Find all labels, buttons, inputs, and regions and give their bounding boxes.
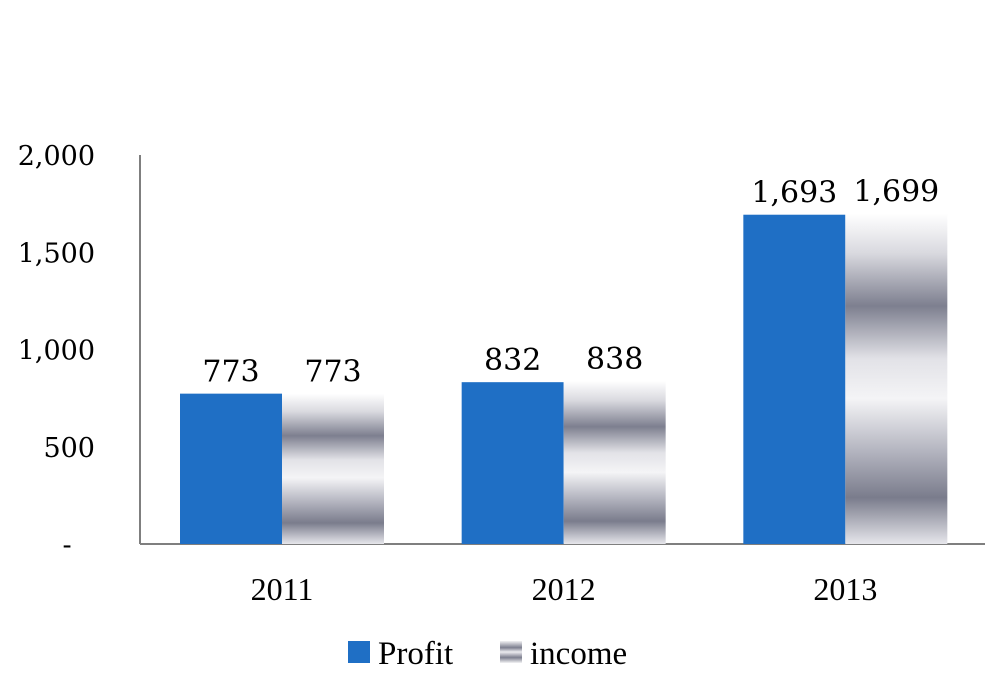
bar-profit-2011	[180, 393, 282, 544]
data-label: 1,699	[853, 175, 939, 210]
bar-profit-2012	[461, 382, 564, 544]
data-label: 773	[202, 355, 259, 390]
data-label: 838	[586, 342, 643, 377]
y-tick-label: 1,500	[18, 238, 95, 269]
y-tick-label: 2,000	[18, 141, 95, 172]
legend-swatch-income	[500, 641, 522, 663]
legend-label-income: income	[530, 636, 627, 672]
data-label: 1,693	[751, 176, 837, 211]
y-tick-label: -	[62, 530, 71, 561]
x-tick-label: 2012	[532, 571, 596, 607]
y-tick-label: 500	[43, 433, 95, 464]
data-label: 832	[484, 343, 541, 378]
x-tick-label: 2011	[251, 571, 314, 607]
legend: Profit income	[348, 636, 627, 672]
data-labels: 773 773 832 838 1,693 1,699	[202, 175, 939, 390]
x-axis: 2011 2012 2013	[140, 543, 985, 607]
bar-income-2013	[845, 213, 948, 544]
y-tick-label: 1,000	[18, 336, 95, 367]
legend-swatch-profit	[348, 641, 370, 663]
bar-profit-2013	[743, 214, 846, 545]
legend-label-profit: Profit	[378, 636, 453, 672]
data-label: 773	[304, 355, 361, 390]
bar-income-2012	[563, 381, 666, 544]
bar-income-2011	[282, 393, 384, 544]
bars	[180, 213, 948, 545]
y-axis: - 500 1,000 1,500 2,000	[18, 141, 141, 561]
x-tick-label: 2013	[813, 571, 877, 607]
